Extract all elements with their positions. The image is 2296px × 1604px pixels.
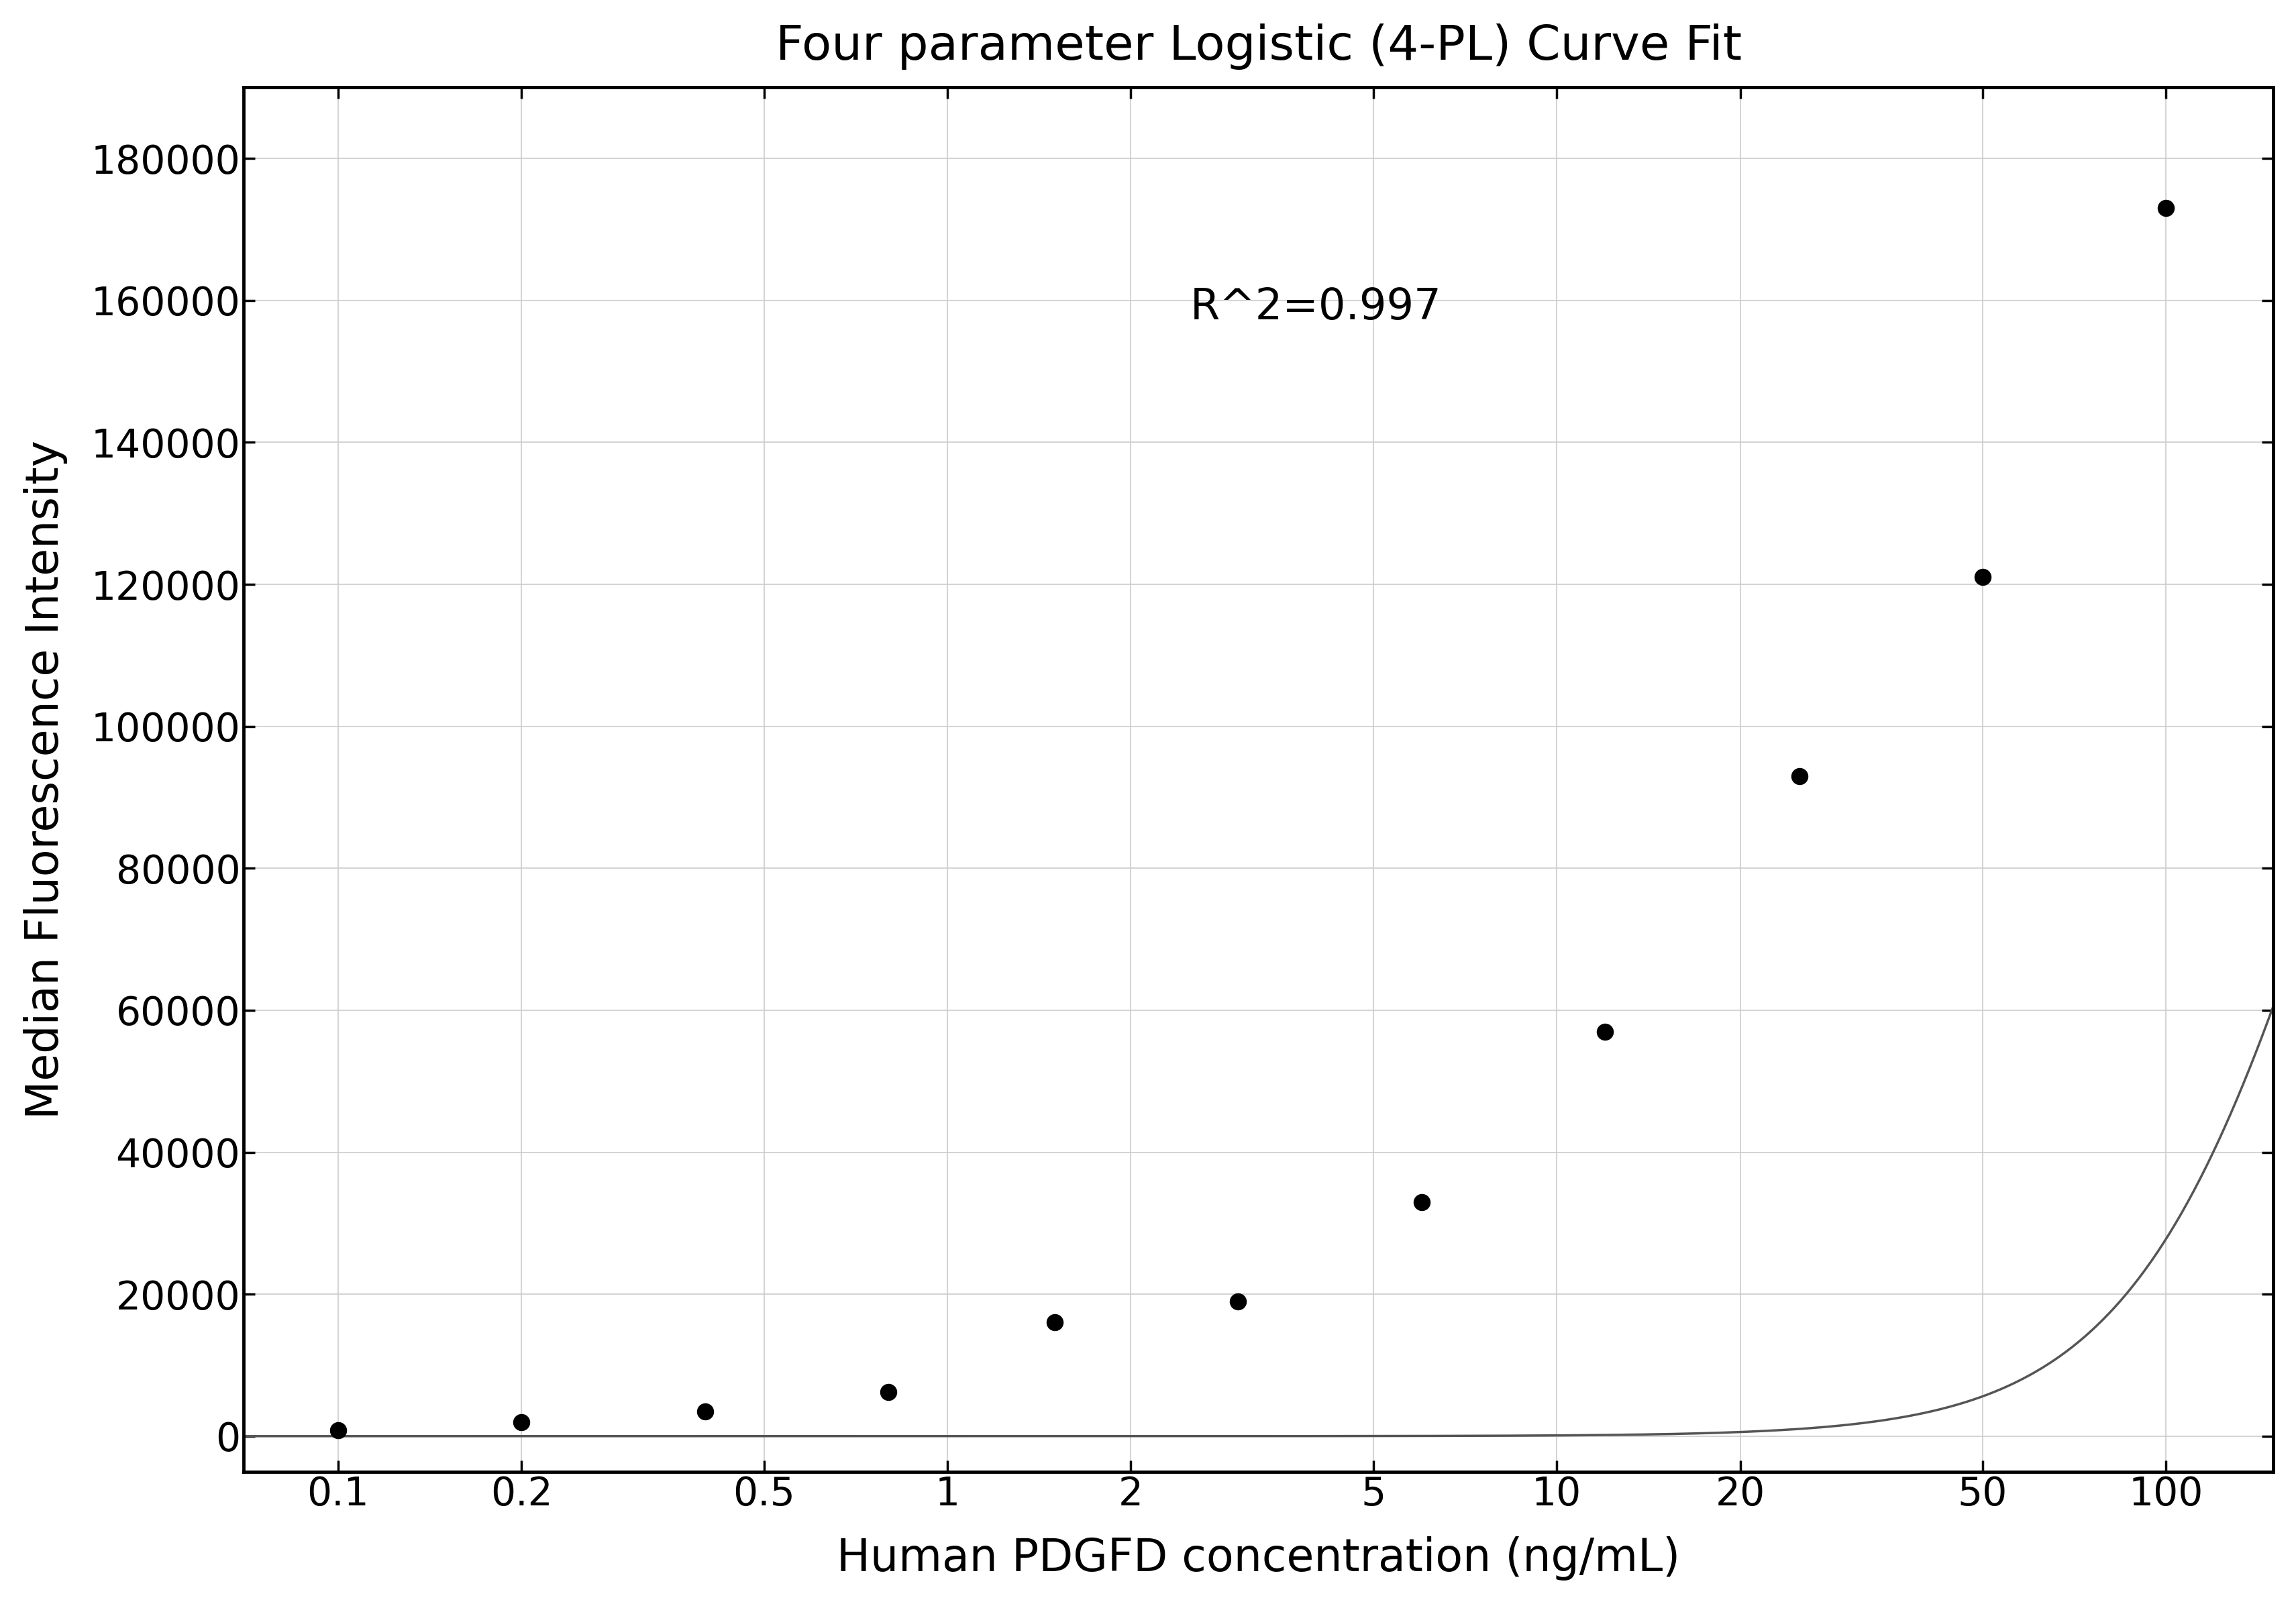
X-axis label: Human PDGFD concentration (ng/mL): Human PDGFD concentration (ng/mL) bbox=[836, 1537, 1681, 1580]
Point bbox=[1963, 565, 2000, 590]
Point bbox=[687, 1399, 723, 1424]
Point bbox=[503, 1410, 540, 1436]
Point bbox=[1779, 764, 1816, 789]
Point bbox=[2147, 196, 2183, 221]
Point bbox=[1219, 1288, 1256, 1314]
Point bbox=[870, 1379, 907, 1405]
Text: R^2=0.997: R^2=0.997 bbox=[1189, 286, 1442, 327]
Point bbox=[1035, 1310, 1072, 1336]
Point bbox=[1403, 1189, 1440, 1214]
Point bbox=[1587, 1019, 1623, 1044]
Y-axis label: Median Fluorescence Intensity: Median Fluorescence Intensity bbox=[23, 439, 67, 1120]
Point bbox=[319, 1418, 356, 1444]
Title: Four parameter Logistic (4-PL) Curve Fit: Four parameter Logistic (4-PL) Curve Fit bbox=[776, 24, 1740, 69]
